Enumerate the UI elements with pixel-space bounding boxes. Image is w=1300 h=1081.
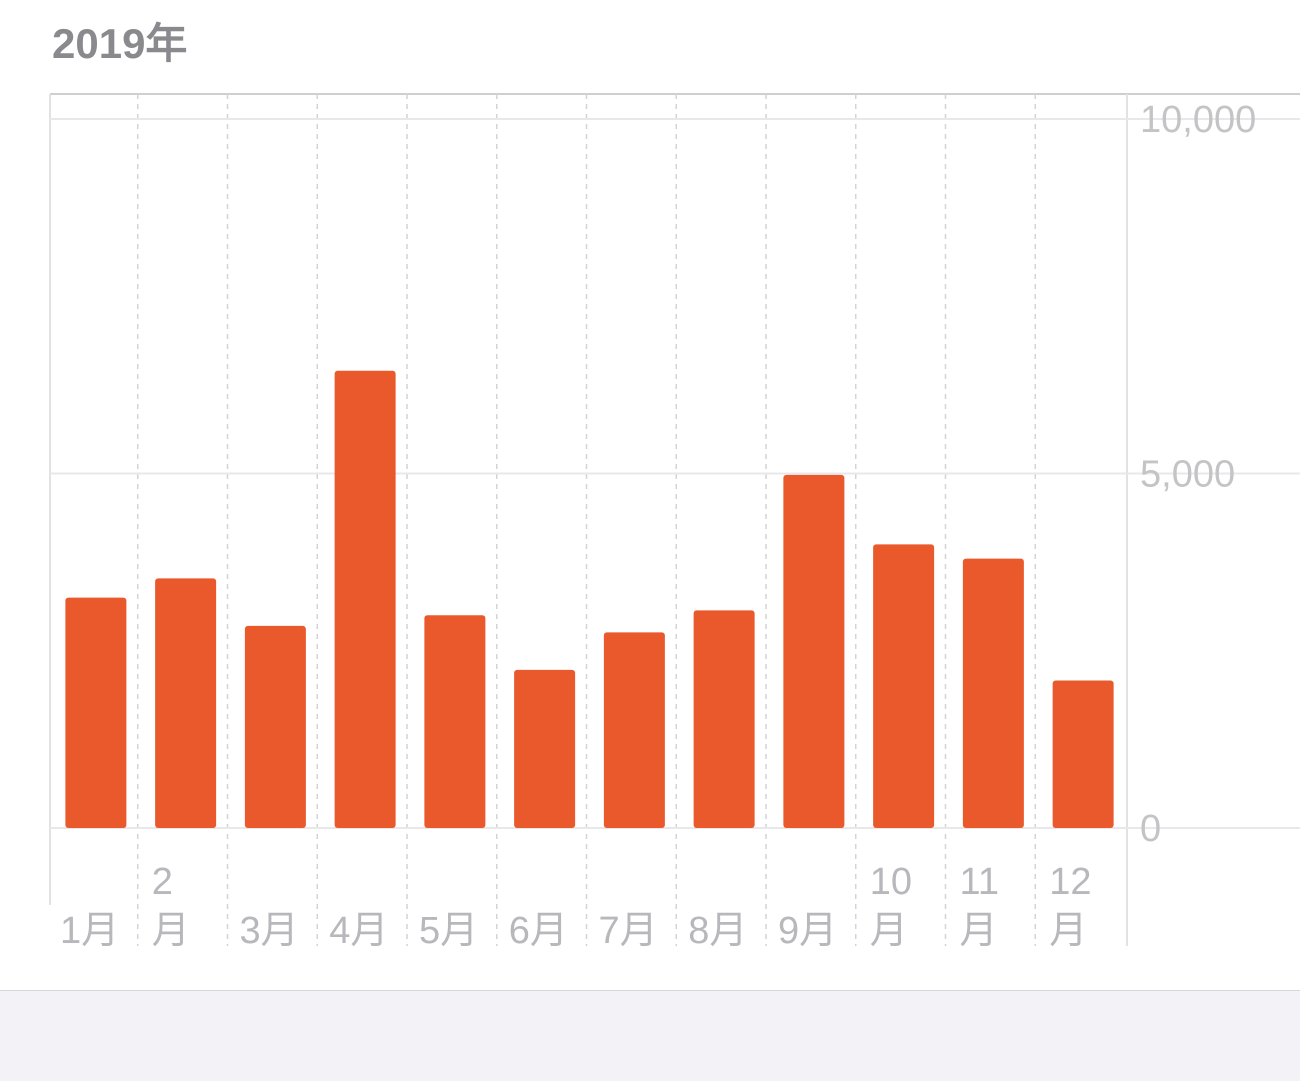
x-tick-label: 9月 [778,910,837,952]
bar-3 [244,625,306,828]
x-tick-label: 4月 [329,910,388,952]
bottom-bar [0,990,1300,1081]
bar-4 [334,370,396,828]
bar-8 [693,610,755,828]
bar-7 [603,632,665,828]
x-tick-label: 11 [960,861,999,903]
x-tick-label: 1月 [60,910,119,952]
x-tick-label: 月 [1049,910,1087,952]
x-tick-label: 月 [960,910,998,952]
bar-9 [783,474,845,828]
bar-1 [65,597,127,828]
bar-chart: 0 5,000 10,000 1月 2 月 3月 4月 5月 6月 7月 8月 9月 10 月 11 月 12 月 [49,93,1300,952]
y-tick-label: 5,000 [1140,454,1235,496]
x-tick-label: 10 [870,861,912,903]
x-tick-label: 月 [870,910,908,952]
x-tick-label: 8月 [688,910,747,952]
bar-6 [514,669,576,828]
x-tick-label: 12 [1049,861,1091,903]
bar-5 [424,615,486,828]
x-tick-label: 月 [152,910,190,952]
bar-12 [1052,680,1114,828]
x-tick-label: 3月 [240,910,299,952]
y-tick-label: 0 [1140,808,1161,850]
bar-10 [873,544,935,828]
chart-title: 2019年 [52,20,188,67]
x-tick-label: 7月 [599,910,658,952]
bar-2 [155,578,217,828]
x-tick-label: 2 [152,861,173,903]
x-tick-label: 5月 [419,910,478,952]
y-tick-label: 10,000 [1140,99,1256,141]
x-tick-label: 6月 [509,910,568,952]
bar-11 [962,558,1024,828]
